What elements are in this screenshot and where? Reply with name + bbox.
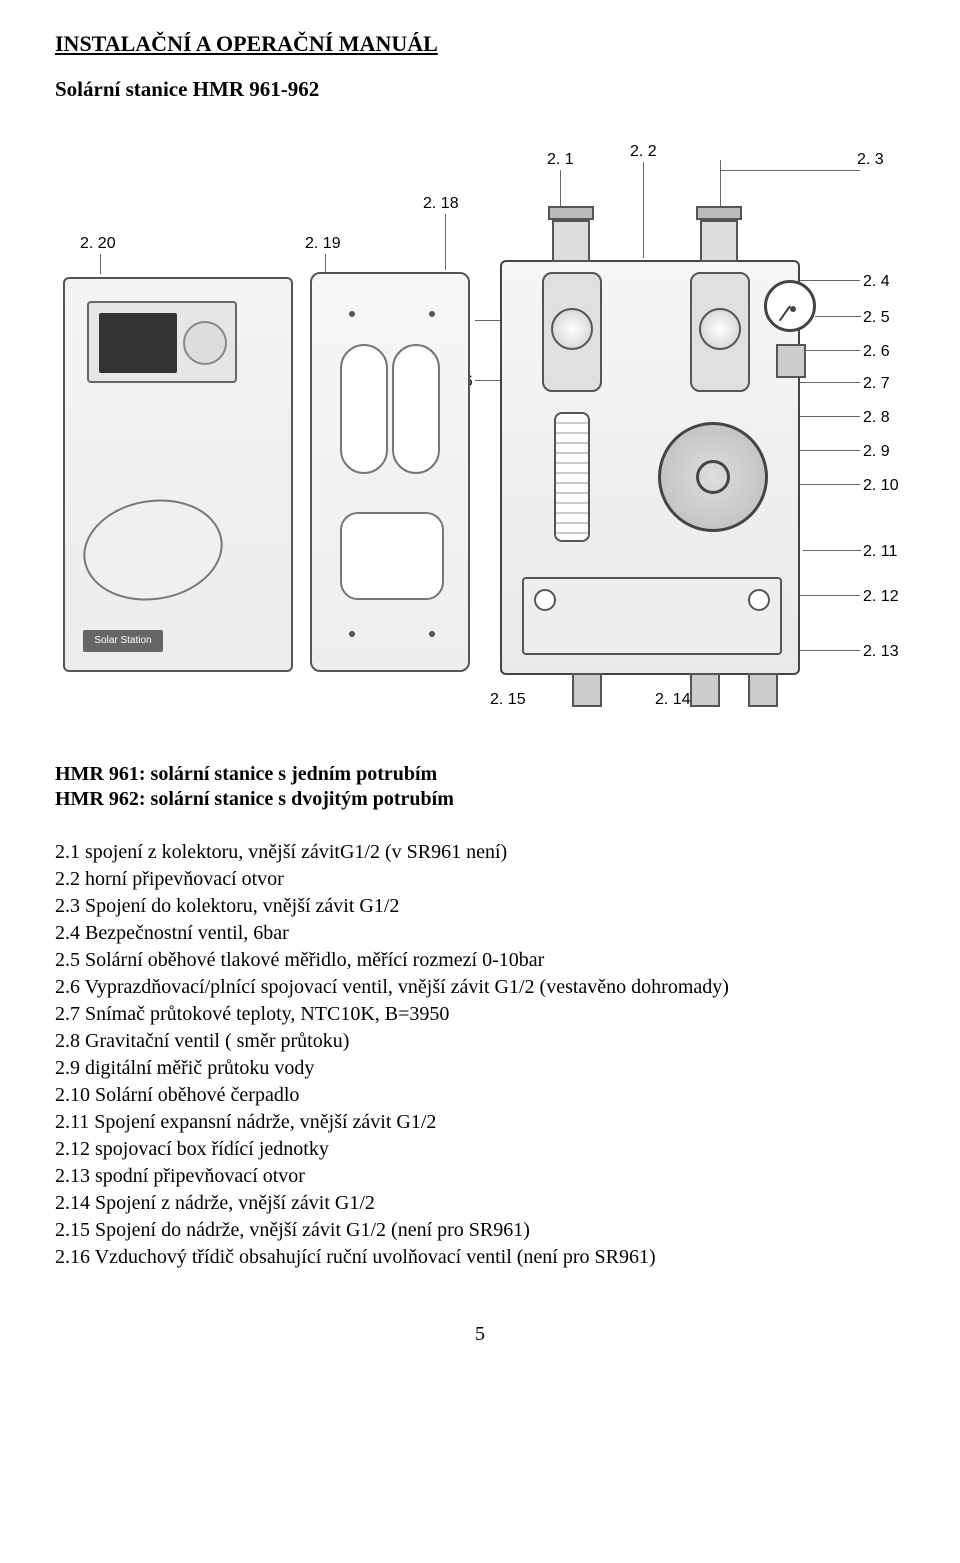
variant-hmr961: HMR 961: solární stanice s jedním potrub…	[55, 762, 905, 787]
page-number: 5	[55, 1322, 905, 1347]
parts-legend: 2.1 spojení z kolektoru, vnější závitG1/…	[55, 840, 905, 1270]
lcd-screen	[99, 313, 177, 373]
callout-2-4: 2. 4	[863, 272, 890, 292]
valve-knob-icon	[699, 308, 741, 350]
legend-item: 2.1 spojení z kolektoru, vnější závitG1/…	[55, 840, 905, 865]
legend-item: 2.15 Spojení do nádrže, vnější závit G1/…	[55, 1218, 905, 1243]
front-cover-panel: Solar Station	[63, 277, 293, 672]
tank-port	[572, 673, 602, 707]
variant-descriptions: HMR 961: solární stanice s jedním potrub…	[55, 762, 905, 812]
junction-box	[522, 577, 782, 655]
union-nut-icon	[548, 206, 594, 220]
callout-2-14: 2. 14	[655, 690, 691, 710]
legend-item: 2.14 Spojení z nádrže, vnější závit G1/2	[55, 1191, 905, 1216]
callout-2-15: 2. 15	[490, 690, 526, 710]
legend-item: 2.16 Vzduchový třídič obsahující ruční u…	[55, 1245, 905, 1270]
expansion-port	[748, 673, 778, 707]
callout-2-13: 2. 13	[863, 642, 899, 662]
legend-item: 2.11 Spojení expansní nádrže, vnější záv…	[55, 1110, 905, 1135]
flow-meter-icon	[554, 412, 590, 542]
legend-item: 2.3 Spojení do kolektoru, vnější závit G…	[55, 894, 905, 919]
legend-item: 2.2 horní připevňovací otvor	[55, 867, 905, 892]
shell-cutout	[340, 512, 444, 600]
legend-item: 2.8 Gravitační ventil ( směr průtoku)	[55, 1029, 905, 1054]
legend-item: 2.10 Solární oběhové čerpadlo	[55, 1083, 905, 1108]
dpad-icon	[183, 321, 227, 365]
legend-item: 2.13 spodní připevňovací otvor	[55, 1164, 905, 1189]
document-title: INSTALAČNÍ A OPERAČNÍ MANUÁL	[55, 30, 905, 58]
circulation-pump-icon	[658, 422, 768, 532]
callout-2-19: 2. 19	[305, 234, 341, 254]
coil-relief-icon	[74, 486, 232, 613]
callout-2-6: 2. 6	[863, 342, 890, 362]
variant-hmr962: HMR 962: solární stanice s dvojitým potr…	[55, 787, 905, 812]
callout-2-7: 2. 7	[863, 374, 890, 394]
callout-2-18: 2. 18	[423, 194, 459, 214]
legend-item: 2.6 Vyprazdňovací/plnící spojovací venti…	[55, 975, 905, 1000]
callout-2-1: 2. 1	[547, 150, 574, 170]
pressure-gauge-icon	[764, 280, 816, 332]
callout-2-12: 2. 12	[863, 587, 899, 607]
callout-2-5: 2. 5	[863, 308, 890, 328]
document-subtitle: Solární stanice HMR 961-962	[55, 76, 905, 102]
collector-inlet-pipe	[552, 220, 590, 262]
shell-cutout	[392, 344, 440, 474]
legend-item: 2.7 Snímač průtokové teploty, NTC10K, B=…	[55, 1002, 905, 1027]
callout-2-10: 2. 10	[863, 476, 899, 496]
pump-station-body	[500, 260, 800, 675]
callout-2-8: 2. 8	[863, 408, 890, 428]
exploded-diagram: 2. 1 2. 2 2. 3 2. 18 2. 4 2. 5 2. 6 2. 7…	[55, 142, 905, 702]
insulation-shell	[310, 272, 470, 672]
callout-2-2: 2. 2	[630, 142, 657, 162]
shell-cutout	[340, 344, 388, 474]
valve-knob-icon	[551, 308, 593, 350]
callout-2-11: 2. 11	[863, 542, 897, 562]
union-nut-icon	[696, 206, 742, 220]
legend-item: 2.4 Bezpečnostní ventil, 6bar	[55, 921, 905, 946]
callout-2-20: 2. 20	[80, 234, 116, 254]
legend-item: 2.12 spojovací box řídící jednotky	[55, 1137, 905, 1162]
legend-item: 2.5 Solární oběhové tlakové měřidlo, měř…	[55, 948, 905, 973]
callout-2-9: 2. 9	[863, 442, 890, 462]
callout-2-3: 2. 3	[857, 150, 884, 170]
tank-port	[690, 673, 720, 707]
collector-outlet-pipe	[700, 220, 738, 262]
product-sticker: Solar Station	[83, 630, 163, 652]
legend-item: 2.9 digitální měřič průtoku vody	[55, 1056, 905, 1081]
controller-display	[87, 301, 237, 383]
safety-valve-icon	[776, 344, 806, 378]
